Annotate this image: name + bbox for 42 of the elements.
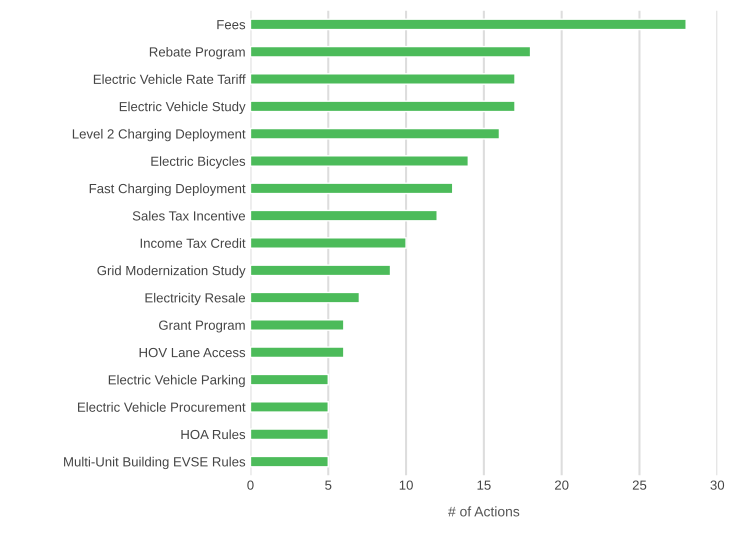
x-axis-title: # of Actions [448,506,520,516]
bar [250,155,470,167]
bar [250,100,516,112]
bar [250,292,360,304]
x-tick-label: 20 [555,480,568,490]
bar [250,46,532,58]
y-tick-label: Electric Bicycles [151,156,246,169]
y-tick-label: Sales Tax Incentive [132,210,246,221]
bar [250,128,500,140]
bar [250,264,392,276]
bar [250,73,516,85]
y-tick-label: Fast Charging Deployment [90,184,246,196]
y-tick-label: HOV Lane Access [140,348,246,358]
bar [250,182,454,194]
bar [250,319,345,331]
y-tick-label: Level 2 Charging Deployment [72,128,246,142]
x-tick-label: 15 [478,480,491,490]
bar [250,456,329,468]
bar [250,237,407,249]
y-tick-label: Fees [217,20,246,30]
y-tick-label: Grant Program [159,320,245,332]
bar [250,401,329,413]
y-tick-label: Grid Modernization Study [97,266,246,278]
x-tick-label: 0 [247,480,254,490]
x-tick-label: 30 [710,480,724,490]
y-tick-label: Electric Vehicle Study [120,102,246,114]
y-tick-label: Rebate Program [150,46,245,60]
bar [250,374,329,386]
bar [250,346,345,358]
x-tick-label: 25 [632,480,646,490]
y-tick-label: Electric Vehicle Parking [108,374,245,388]
y-tick-label: Electricity Resale [145,292,246,306]
x-tick-label: 10 [400,480,413,490]
y-tick-label: HOA Rules [181,429,246,440]
y-tick-label: Multi-Unit Building EVSE Rules [64,456,246,470]
y-tick-label: Electric Vehicle Rate Tariff [94,74,246,84]
x-tick-label: 5 [325,480,332,490]
bar [250,428,329,440]
y-tick-label: Income Tax Credit [140,238,246,248]
bar [250,18,687,30]
y-tick-label: Electric Vehicle Procurement [78,402,246,412]
bar [250,210,438,222]
